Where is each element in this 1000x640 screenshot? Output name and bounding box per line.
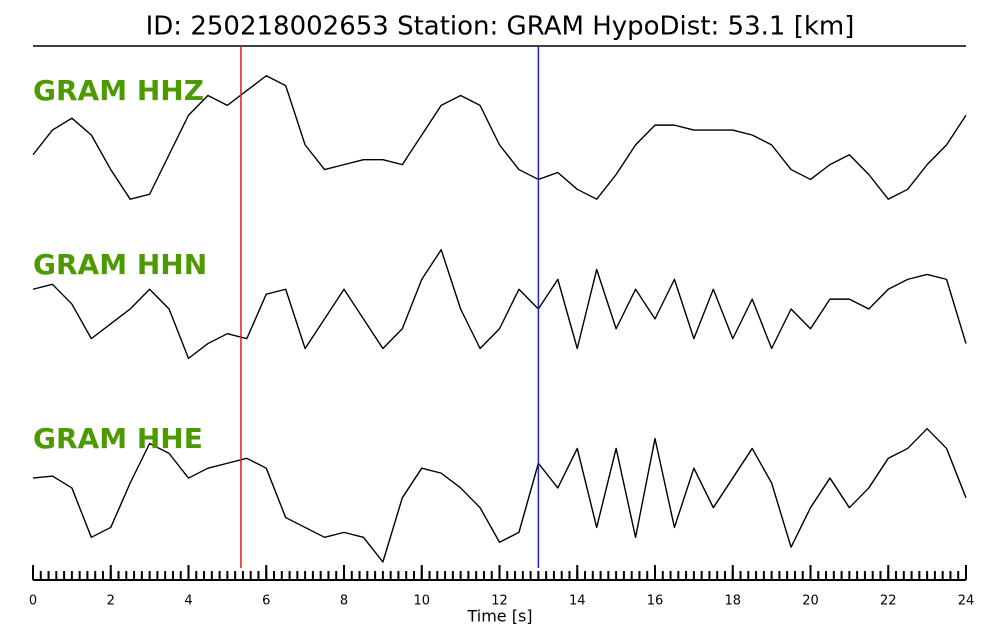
x-tick-label: 8 xyxy=(340,594,348,609)
x-tick-label: 6 xyxy=(262,594,270,609)
x-tick-label: 12 xyxy=(491,594,508,609)
x-tick-label: 10 xyxy=(413,594,430,609)
x-tick-label: 0 xyxy=(29,594,37,609)
trace-label: GRAM HHZ xyxy=(33,74,204,107)
x-tick-label: 18 xyxy=(724,594,741,609)
x-axis-label: Time [s] xyxy=(466,607,532,626)
trace xyxy=(32,75,967,200)
trace-label: GRAM HHN xyxy=(33,248,207,281)
x-tick-label: 4 xyxy=(184,594,192,609)
chart-title: ID: 250218002653 Station: GRAM HypoDist:… xyxy=(146,12,855,42)
x-tick-label: 16 xyxy=(647,594,664,609)
trace-label: GRAM HHE xyxy=(33,422,203,455)
trace xyxy=(32,427,967,563)
x-tick-label: 22 xyxy=(880,594,897,609)
x-tick-label: 2 xyxy=(107,594,115,609)
x-tick-label: 20 xyxy=(802,594,819,609)
x-tick-label: 24 xyxy=(958,594,975,609)
x-tick-label: 14 xyxy=(569,594,586,609)
trace xyxy=(32,249,967,360)
